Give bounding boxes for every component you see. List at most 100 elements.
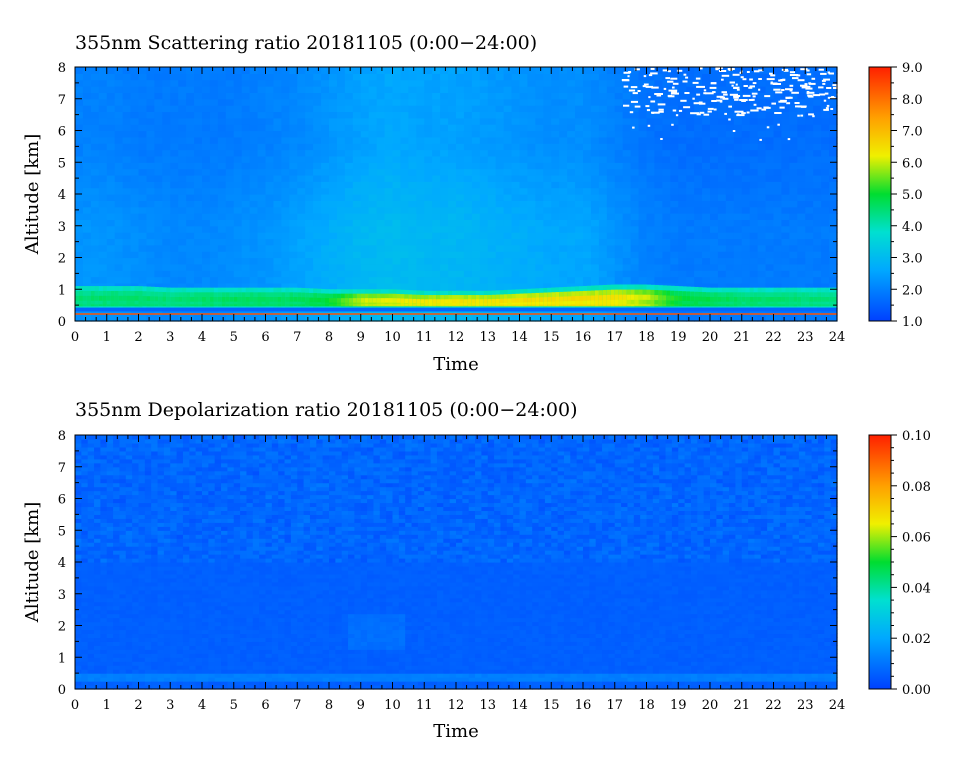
near-surface-cell xyxy=(249,307,255,312)
heatmap-cell xyxy=(448,149,457,157)
heatmap-cell xyxy=(479,98,489,106)
heatmap-cell xyxy=(202,143,211,151)
heatmap-cell xyxy=(82,257,92,265)
boundary-layer-cell xyxy=(757,301,763,305)
heatmap-cell xyxy=(678,276,687,284)
heatmap-cell xyxy=(360,276,370,284)
heatmap-cell xyxy=(257,314,267,322)
heatmap-cell xyxy=(249,257,259,265)
heatmap-cell xyxy=(138,98,148,106)
heatmap-cell xyxy=(241,149,251,157)
boundary-layer-cell xyxy=(190,297,195,306)
heatmap-cell xyxy=(622,136,632,144)
heatmap-cell xyxy=(503,143,513,151)
near-surface-cell xyxy=(225,307,231,312)
heatmap-cells xyxy=(75,67,838,322)
heatmap-cell xyxy=(440,219,449,227)
heatmap-cell xyxy=(408,111,417,119)
heatmap-cell xyxy=(646,124,656,132)
heatmap-cell xyxy=(583,162,592,170)
heatmap-cell xyxy=(686,244,695,252)
heatmap-cell xyxy=(194,263,203,271)
heatmap-cell xyxy=(336,67,346,74)
heatmap-cell xyxy=(686,73,695,81)
heatmap-cell xyxy=(344,308,354,316)
heatmap-cell xyxy=(178,282,187,290)
heatmap-cell xyxy=(487,219,497,227)
heatmap-cell xyxy=(416,276,425,284)
boundary-layer-cell xyxy=(729,301,735,305)
heatmap-cell xyxy=(630,244,640,252)
cloud-speckle xyxy=(643,83,649,86)
heatmap-cell xyxy=(805,200,814,208)
heatmap-cell xyxy=(265,270,275,278)
heatmap-cell xyxy=(170,143,179,151)
heatmap-cell xyxy=(479,282,489,290)
heatmap-cell xyxy=(265,200,275,208)
heatmap-cell xyxy=(321,136,330,144)
boundary-layer-cell xyxy=(503,302,509,305)
heatmap-cell xyxy=(336,187,346,195)
boundary-layer-cell xyxy=(777,301,782,305)
heatmap-cell xyxy=(686,79,695,87)
heatmap-cell xyxy=(138,213,148,220)
heatmap-cell xyxy=(352,200,362,208)
heatmap-cell xyxy=(654,143,663,151)
heatmap-cell xyxy=(130,174,140,182)
heatmap-cell xyxy=(154,136,163,144)
cloud-speckle xyxy=(827,71,830,74)
boundary-layer-cell xyxy=(610,299,616,305)
heatmap-cell xyxy=(471,187,481,195)
heatmap-cell xyxy=(575,276,584,284)
heatmap-cell xyxy=(630,79,640,87)
heatmap-cell xyxy=(725,149,735,157)
heatmap-cell xyxy=(225,130,235,138)
heatmap-cell xyxy=(614,276,624,284)
heatmap-cell xyxy=(781,308,790,316)
heatmap-cell xyxy=(590,238,600,246)
heatmap-cell xyxy=(630,124,640,132)
heatmap-cell xyxy=(313,238,322,246)
heatmap-cell xyxy=(305,67,314,74)
heatmap-cell xyxy=(408,143,417,151)
heatmap-cell xyxy=(249,181,259,189)
heatmap-cell xyxy=(217,194,227,201)
heatmap-cell xyxy=(202,86,211,93)
heatmap-cell xyxy=(297,251,306,259)
heatmap-cell xyxy=(575,187,584,195)
heatmap-cell xyxy=(471,314,481,322)
near-surface-cell xyxy=(332,307,338,312)
heatmap-cell xyxy=(551,168,560,176)
heatmap-cell xyxy=(797,130,806,138)
heatmap-cell xyxy=(209,270,219,278)
heatmap-cell xyxy=(543,308,552,316)
heatmap-cell xyxy=(463,98,473,106)
heatmap-cell xyxy=(249,187,259,195)
heatmap-cell xyxy=(225,168,235,176)
heatmap-cell xyxy=(559,213,568,220)
heatmap-cell xyxy=(749,270,759,278)
heatmap-cell xyxy=(622,314,632,322)
heatmap-cell xyxy=(400,213,409,220)
heatmap-cell xyxy=(575,124,584,132)
heatmap-cell xyxy=(829,282,838,290)
heatmap-cell xyxy=(209,238,219,246)
boundary-layer-cell xyxy=(364,298,370,306)
heatmap-cell xyxy=(614,98,624,106)
near-surface-cell xyxy=(186,307,191,312)
heatmap-cell xyxy=(606,168,616,176)
cloud-speckle xyxy=(781,68,788,71)
heatmap-cell xyxy=(805,181,814,189)
near-surface-cell xyxy=(444,307,449,312)
heatmap-cell xyxy=(313,105,322,113)
cloud-speckle xyxy=(806,69,810,72)
heatmap-cell xyxy=(725,174,735,182)
heatmap-cell xyxy=(321,124,330,132)
heatmap-cell xyxy=(503,105,513,113)
heatmap-cell xyxy=(797,225,806,233)
near-surface-cell xyxy=(757,307,763,312)
heatmap-cell xyxy=(98,111,108,119)
heatmap-cell xyxy=(297,200,306,208)
heatmap-cell xyxy=(408,98,417,106)
heatmap-cell xyxy=(217,124,227,132)
